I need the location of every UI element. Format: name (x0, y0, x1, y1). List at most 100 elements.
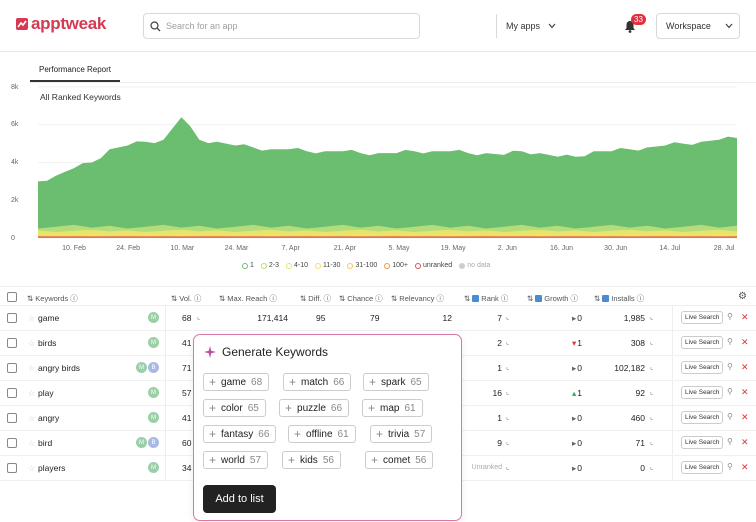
apptweak-logo[interactable]: apptweak (16, 14, 106, 34)
pin-icon[interactable]: ⚲ (727, 412, 733, 421)
star-icon[interactable]: ☆ (28, 439, 36, 448)
trend-chart-icon[interactable]: ⌞ (197, 314, 201, 321)
installs-value: 0 (640, 463, 645, 473)
remove-icon[interactable]: ✕ (741, 312, 749, 322)
remove-icon[interactable]: ✕ (741, 412, 749, 422)
search-input[interactable] (166, 21, 351, 31)
legend-item[interactable]: 4-10 (286, 262, 308, 269)
trend-chart-icon[interactable]: ⌞ (506, 314, 510, 321)
row-checkbox[interactable] (7, 338, 17, 348)
live-search-button[interactable]: Live Search (681, 336, 724, 349)
table-row[interactable]: ☆ game M 68 ⌞ 171,414 95 79 12 7 ⌞ ▸ 0 1,985 ⌞ Live Sea… (0, 306, 756, 331)
star-icon[interactable]: ☆ (28, 464, 36, 473)
header-growth[interactable]: ⇅ Growth ⓘ (527, 294, 578, 303)
plus-icon: + (209, 453, 217, 467)
trend-chart-icon[interactable]: ⌞ (506, 464, 510, 471)
settings-gear-icon[interactable]: ⚙ (738, 291, 747, 302)
remove-icon[interactable]: ✕ (741, 387, 749, 397)
pin-icon[interactable]: ⚲ (727, 337, 733, 346)
star-icon[interactable]: ☆ (28, 389, 36, 398)
header-difficulty[interactable]: ⇅ Diff. ⓘ (300, 294, 331, 303)
row-checkbox[interactable] (7, 463, 17, 473)
trend-chart-icon[interactable]: ⌞ (650, 339, 654, 346)
legend-item[interactable]: 31-100 (347, 262, 377, 269)
row-checkbox[interactable] (7, 413, 17, 423)
select-all-checkbox[interactable] (7, 292, 17, 302)
header-relevancy[interactable]: ⇅ Relevancy ⓘ (391, 294, 444, 303)
suggested-keyword-chip[interactable]: + puzzle 66 (279, 399, 350, 417)
live-search-button[interactable]: Live Search (681, 411, 724, 424)
legend-item[interactable]: 1 (242, 262, 254, 269)
header-installs[interactable]: ⇅ Installs ⓘ (594, 294, 645, 303)
trend-chart-icon[interactable]: ⌞ (506, 339, 510, 346)
row-checkbox[interactable] (7, 438, 17, 448)
suggested-keyword-chip[interactable]: + trivia 57 (370, 425, 433, 443)
live-search-button[interactable]: Live Search (681, 361, 724, 374)
trend-chart-icon[interactable]: ⌞ (650, 464, 654, 471)
live-search-button[interactable]: Live Search (681, 311, 724, 324)
header-rank[interactable]: ⇅ Rank ⓘ (464, 294, 509, 303)
live-search-button[interactable]: Live Search (681, 461, 724, 474)
legend-item[interactable]: 100+ (384, 262, 408, 269)
trend-chart-icon[interactable]: ⌞ (650, 364, 654, 371)
star-icon[interactable]: ☆ (28, 414, 36, 423)
header-chance[interactable]: ⇅ Chance ⓘ (339, 294, 383, 303)
star-icon[interactable]: ☆ (28, 339, 36, 348)
trend-chart-icon[interactable]: ⌞ (506, 364, 510, 371)
suggested-keyword-chip[interactable]: + match 66 (283, 373, 352, 391)
legend-item[interactable]: 11-30 (315, 262, 340, 269)
x-tick-label: 30. Jun (604, 245, 628, 252)
series-area-rank-1[interactable] (38, 117, 737, 238)
live-search-button[interactable]: Live Search (681, 436, 724, 449)
legend-item[interactable]: unranked (415, 262, 452, 269)
trend-chart-icon[interactable]: ⌞ (506, 414, 510, 421)
header-volume[interactable]: ⇅ Vol. ⓘ (171, 294, 202, 303)
pin-icon[interactable]: ⚲ (727, 437, 733, 446)
suggested-keyword-chip[interactable]: + spark 65 (363, 373, 429, 391)
trend-chart-icon[interactable]: ⌞ (506, 439, 510, 446)
suggested-keyword-chip[interactable]: + game 68 (203, 373, 270, 391)
suggested-keyword-chip[interactable]: + fantasy 66 (203, 425, 277, 443)
x-tick-label: 24. Feb (116, 245, 141, 252)
pin-icon[interactable]: ⚲ (727, 362, 733, 371)
header-max-reach[interactable]: ⇅ Max. Reach ⓘ (219, 294, 277, 303)
suggested-keyword-chip[interactable]: + offline 61 (288, 425, 356, 443)
my-apps-dropdown[interactable]: My apps (496, 14, 563, 38)
row-checkbox[interactable] (7, 388, 17, 398)
trend-chart-icon[interactable]: ⌞ (650, 439, 654, 446)
suggested-keyword-chip[interactable]: + map 61 (362, 399, 423, 417)
remove-icon[interactable]: ✕ (741, 337, 749, 347)
pin-icon[interactable]: ⚲ (727, 462, 733, 471)
column-divider (672, 381, 673, 405)
star-icon[interactable]: ☆ (28, 364, 36, 373)
trend-chart-icon[interactable]: ⌞ (650, 314, 654, 321)
suggested-keyword-chip[interactable]: + kids 56 (282, 451, 341, 469)
legend-item[interactable]: 2-3 (260, 262, 279, 269)
suggested-keyword-chip[interactable]: + comet 56 (365, 451, 434, 469)
logo-text: apptweak (31, 14, 107, 33)
live-search-button[interactable]: Live Search (681, 386, 724, 399)
plus-icon: + (288, 453, 296, 467)
pin-icon[interactable]: ⚲ (727, 312, 733, 321)
trend-chart-icon[interactable]: ⌞ (506, 389, 510, 396)
suggested-keyword-chip[interactable]: + color 65 (203, 399, 266, 417)
add-to-list-button[interactable]: Add to list (203, 485, 276, 513)
header-keywords[interactable]: ⇅ Keywords ⓘ (27, 294, 78, 303)
growth-value: ▸ 0 (572, 313, 583, 323)
row-checkbox[interactable] (7, 313, 17, 323)
legend-item[interactable]: no data (459, 262, 491, 269)
remove-icon[interactable]: ✕ (741, 362, 749, 372)
suggested-keyword-label: map (380, 402, 400, 414)
row-checkbox[interactable] (7, 363, 17, 373)
trend-chart-icon[interactable]: ⌞ (650, 389, 654, 396)
area-chart[interactable] (0, 0, 756, 260)
remove-icon[interactable]: ✕ (741, 462, 749, 472)
remove-icon[interactable]: ✕ (741, 437, 749, 447)
trend-chart-icon[interactable]: ⌞ (650, 414, 654, 421)
tab-performance-report[interactable]: Performance Report (30, 58, 120, 82)
suggested-keyword-chip[interactable]: + world 57 (203, 451, 269, 469)
star-icon[interactable]: ☆ (28, 314, 36, 323)
pin-icon[interactable]: ⚲ (727, 387, 733, 396)
workspace-dropdown[interactable]: Workspace (656, 13, 740, 39)
app-search-bar[interactable]: My apps (143, 13, 556, 39)
